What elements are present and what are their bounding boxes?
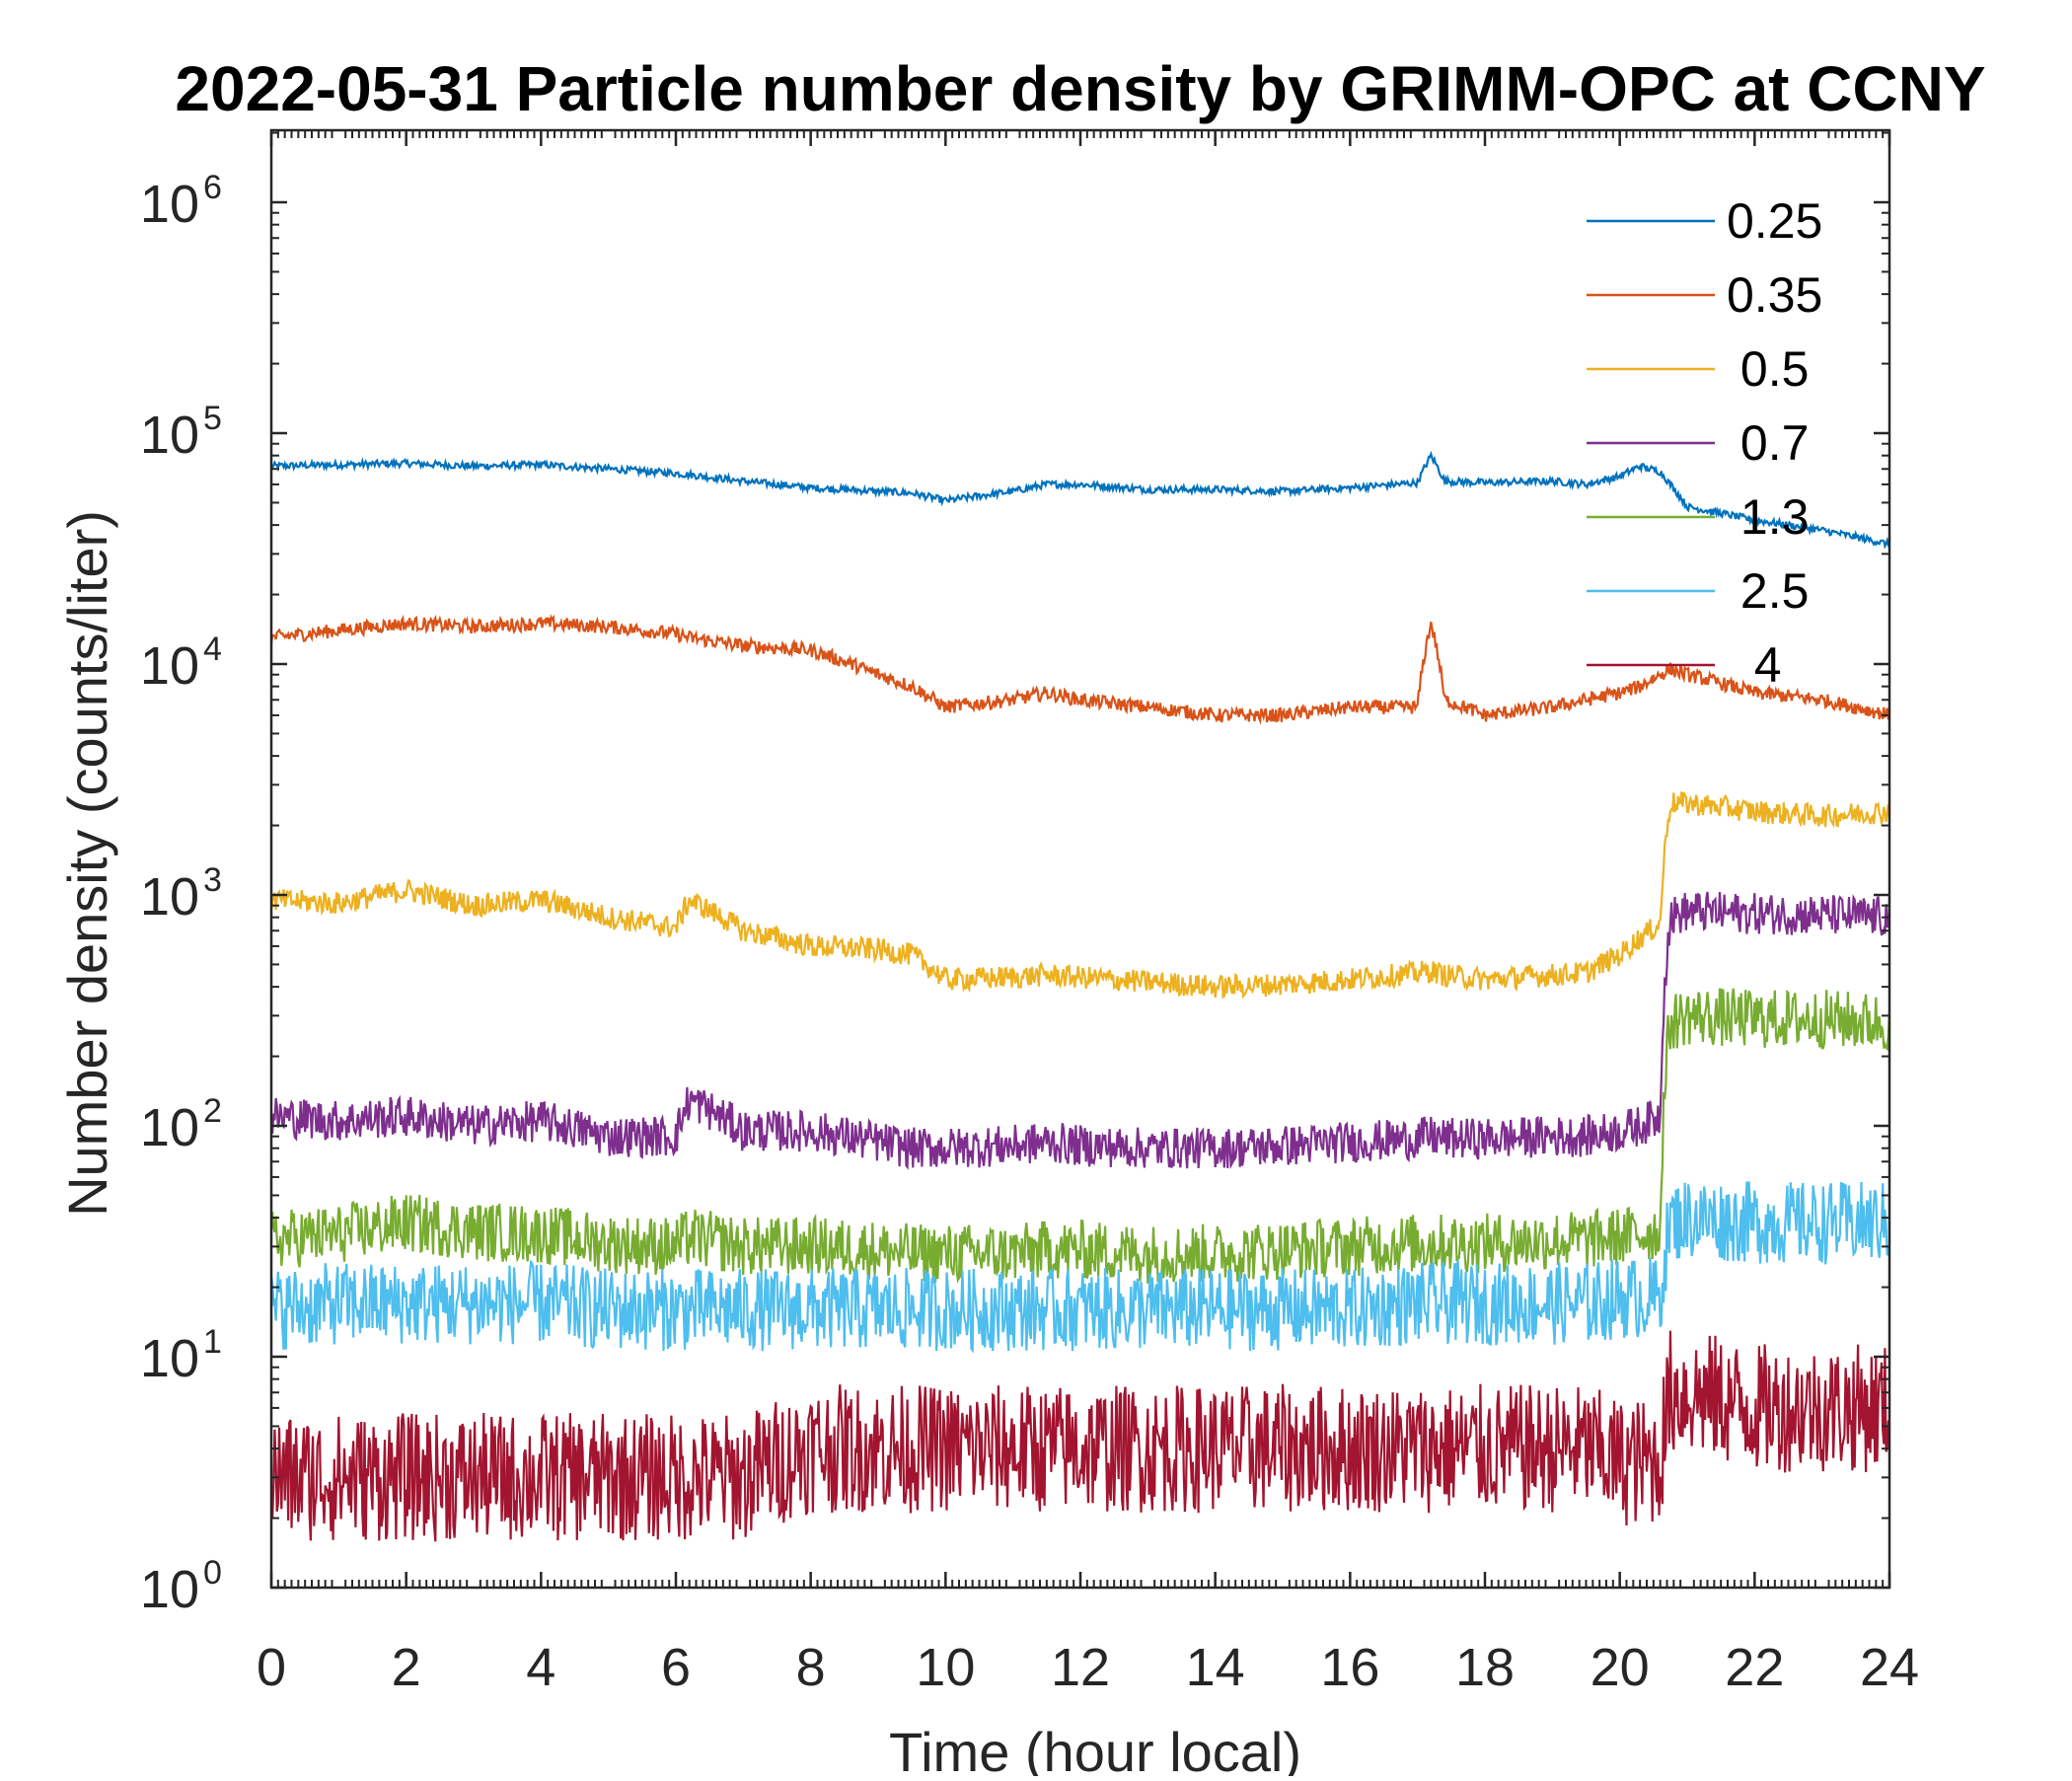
y-tick-base: 10	[140, 175, 199, 234]
y-tick-label: 10 5	[140, 400, 222, 465]
y-tick-exponent: 3	[203, 861, 222, 899]
x-tick-label: 24	[1860, 1638, 1919, 1697]
y-tick-label: 10 2	[140, 1092, 222, 1157]
y-tick-label: 10 4	[140, 631, 222, 696]
legend-item: 0.25	[1587, 193, 1822, 249]
y-tick-exponent: 4	[203, 631, 222, 668]
y-tick-label: 10 0	[140, 1554, 222, 1619]
legend-label: 1.3	[1727, 489, 1809, 545]
legend-label: 0.25	[1727, 193, 1822, 249]
series-line-5	[269, 1181, 1891, 1354]
legend-item: 2.5	[1587, 563, 1809, 619]
y-tick-label: 10 3	[140, 861, 222, 927]
x-tick-label: 10	[916, 1638, 975, 1697]
series-layer	[269, 450, 1891, 1542]
series-line-4	[269, 988, 1891, 1284]
y-tick-base: 10	[140, 406, 199, 465]
legend-label: 2.5	[1727, 563, 1809, 619]
y-tick-label: 10 6	[140, 169, 222, 234]
y-tick-exponent: 0	[203, 1554, 222, 1592]
legend-item: 0.5	[1587, 341, 1809, 397]
y-axis-label: Number density (counts/liter)	[56, 510, 118, 1217]
series-line-2	[269, 791, 1891, 1000]
y-tick-base: 10	[140, 1098, 199, 1157]
series-line-3	[269, 891, 1891, 1170]
x-tick-label: 16	[1320, 1638, 1379, 1697]
x-tick-labels: 0 2 4 6 8 10 12 14 16 18 20 22 24	[257, 1638, 1919, 1697]
series-line-1	[269, 614, 1891, 725]
x-tick-label: 20	[1591, 1638, 1650, 1697]
series-line-0	[270, 450, 1890, 550]
legend-item: 0.35	[1587, 267, 1822, 323]
legend-label: 0.35	[1727, 267, 1822, 323]
minor-tick-layer	[271, 130, 1889, 1588]
x-tick-label: 2	[392, 1638, 421, 1697]
y-tick-base: 10	[140, 1560, 199, 1619]
plot-area	[271, 130, 1889, 1588]
legend: 0.25 0.35 0.5 0.7 1.3 2.5 4	[1587, 193, 1822, 693]
legend-item: 1.3	[1587, 489, 1809, 545]
y-tick-base: 10	[140, 1329, 199, 1388]
y-tick-base: 10	[140, 867, 199, 927]
series-line-6	[269, 1330, 1890, 1542]
x-tick-label: 4	[526, 1638, 555, 1697]
x-tick-label: 6	[661, 1638, 691, 1697]
x-tick-label: 22	[1725, 1638, 1784, 1697]
axes-box	[269, 128, 1891, 1590]
legend-label: 0.7	[1727, 415, 1809, 471]
y-tick-exponent: 5	[203, 400, 222, 437]
legend-label: 0.5	[1727, 341, 1809, 397]
x-tick-label: 12	[1051, 1638, 1110, 1697]
y-tick-exponent: 2	[203, 1092, 222, 1130]
legend-label: 4	[1727, 637, 1782, 693]
chart-title: 2022-05-31 Particle number density by GR…	[175, 53, 1985, 124]
y-tick-exponent: 6	[203, 169, 222, 206]
legend-item: 4	[1587, 637, 1782, 693]
y-tick-label: 10 1	[140, 1323, 222, 1388]
legend-item: 0.7	[1587, 415, 1809, 471]
x-axis-label: Time (hour local)	[889, 1721, 1301, 1776]
y-tick-base: 10	[140, 636, 199, 696]
x-tick-label: 8	[796, 1638, 826, 1697]
y-tick-exponent: 1	[203, 1323, 222, 1361]
x-tick-label: 18	[1455, 1638, 1515, 1697]
x-tick-label: 0	[257, 1638, 286, 1697]
x-tick-label: 14	[1186, 1638, 1245, 1697]
